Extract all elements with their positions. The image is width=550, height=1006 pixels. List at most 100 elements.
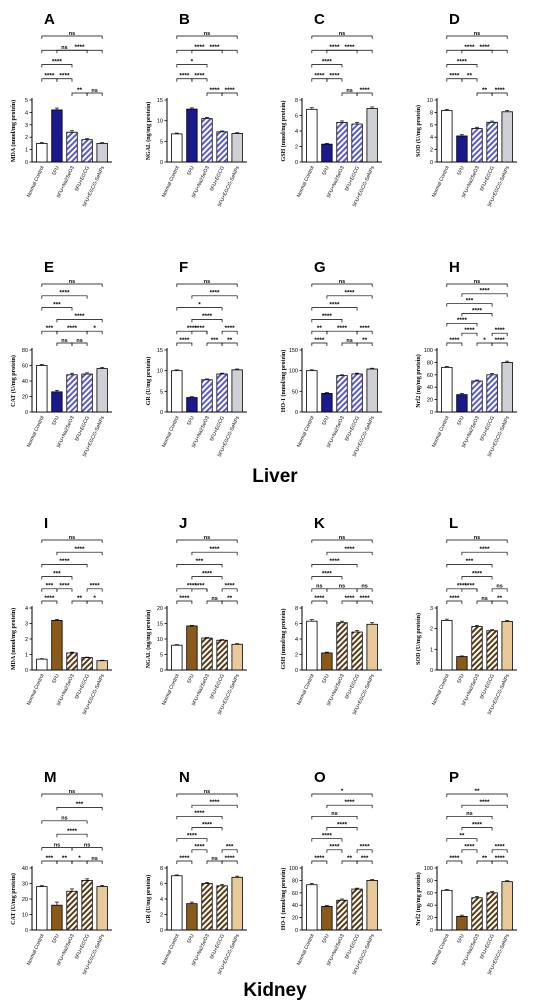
significance-bracket [86,860,103,864]
significance-bracket [311,860,328,864]
significance-label: ns [361,584,367,590]
significance-label: **** [52,58,63,65]
significance-label: **** [194,583,205,590]
x-tick-label: Normal Control [431,165,451,198]
x-tick-label: Normal Control [431,673,451,706]
significance-bracket [461,849,478,853]
significance-bracket [191,78,208,82]
significance-label: ns [69,31,75,37]
significance-bracket [326,78,343,82]
significance-label: **** [449,595,460,602]
significance-bracket [311,319,343,323]
chart-panel-E: E 0 20 40 60 80 CAT (U/mg protein) Normal Contr… [10,259,112,458]
significance-bracket [86,92,103,96]
x-tick-label: 5FU+EGCG [209,673,226,700]
significance-label: ** [77,87,83,94]
x-tick-label: 5FU [456,933,466,944]
significance-bracket [356,330,373,335]
significance-label: *** [361,855,369,862]
significance-label: *** [211,337,219,344]
y-tick-label: 5 [160,139,163,145]
significance-bracket [461,293,508,297]
bar [231,133,243,163]
y-tick-label: 1 [25,148,28,154]
x-tick-label: 5FU+EGCG [479,933,496,960]
y-axis-label: MDA (nmol/mg protein) [10,608,17,670]
y-tick-label: 15 [157,348,163,354]
y-tick-label: 4 [295,637,298,643]
bar [201,118,213,163]
bar [471,626,483,671]
significance-bracket [326,551,373,556]
significance-bracket [41,793,103,797]
significance-label: **** [194,325,205,332]
panel-letter: B [179,11,190,28]
y-tick-label: 80 [427,878,433,884]
bar [321,143,333,163]
y-tick-label: 150 [289,348,298,354]
significance-label: **** [179,595,190,602]
significance-bracket [176,815,223,820]
bar [336,122,348,163]
x-tick-label: 5FU+EGCG [209,933,226,960]
x-tick-label: Normal Control [296,933,316,966]
significance-label: **** [479,546,490,553]
significance-bracket [446,322,478,327]
significance-label: **** [479,44,490,51]
x-tick-label: 5FU [321,165,331,176]
significance-label: **** [194,810,205,817]
bar [321,392,333,413]
significance-label: ** [317,325,323,332]
panel-letter: J [179,515,187,532]
significance-label: ns [69,279,75,285]
significance-label: ns [61,45,67,51]
significance-label: **** [179,855,190,862]
significance-bracket [56,49,103,54]
significance-label: **** [449,337,460,344]
bar [216,131,228,163]
bar [66,374,78,413]
significance-label: *** [53,301,61,308]
significance-bracket [356,342,373,346]
y-tick-label: 20 [157,606,163,612]
significance-bracket [191,49,238,54]
significance-label: **** [59,583,70,590]
significance-bracket [221,588,238,592]
y-tick-label: 2 [295,145,298,151]
significance-bracket [41,64,73,68]
x-tick-label: Normal Control [26,165,46,198]
x-tick-label: Normal Control [26,415,46,448]
y-tick-label: 20 [292,916,298,922]
significance-label: ns [204,789,210,795]
x-tick-label: 5FU [321,933,331,944]
y-axis-label: CAT (U/mg protein) [10,355,17,407]
significance-label: **** [202,313,213,320]
significance-label: * [191,58,194,65]
significance-bracket [221,860,238,864]
y-tick-label: 4 [25,110,28,116]
significance-label: ns [496,584,502,590]
bar [96,660,108,671]
x-tick-label: 5FU [51,933,61,944]
significance-label: **** [74,546,85,553]
significance-label: ns [331,811,337,817]
chart-panel-N: N 0 2 4 6 8 GR (U/mg protein) Normal Control 5FU… [145,769,247,976]
bar [336,375,348,413]
x-tick-label: 5FU+EGCG [74,165,91,192]
significance-label: **** [344,595,355,602]
y-tick-label: 40 [292,903,298,909]
bar [306,370,318,413]
y-axis-label: SOD (U/mg protein) [415,613,422,665]
significance-bracket [191,330,208,335]
significance-bracket [326,849,343,853]
bar [486,892,498,931]
significance-label: **** [449,73,460,80]
significance-bracket [176,793,238,797]
y-tick-label: 8 [160,866,163,872]
significance-label: **** [329,558,340,565]
y-tick-label: 2 [25,637,28,643]
significance-label: **** [472,307,483,314]
section-label-kidney: Kidney [243,980,307,1001]
panel-letter: L [449,515,458,532]
